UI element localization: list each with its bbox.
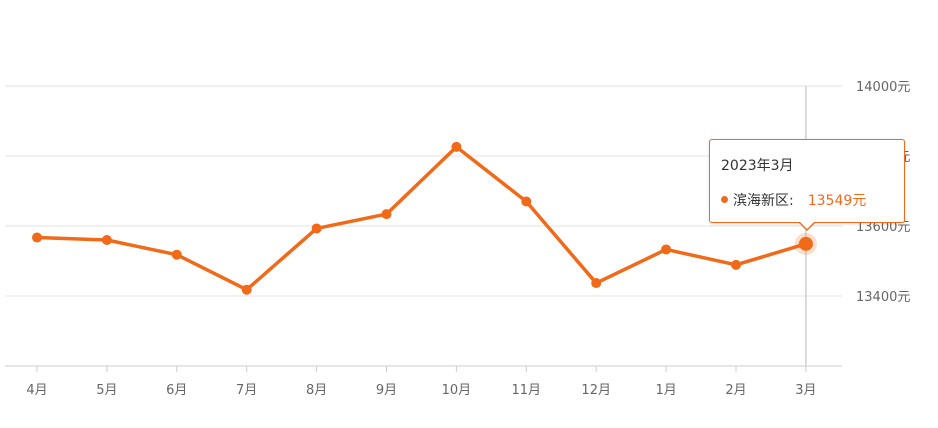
tooltip-series-label: 滨海新区: — [733, 193, 794, 209]
x-tick-label: 6月 — [166, 383, 187, 398]
data-point[interactable] — [32, 232, 42, 243]
x-tick-label: 9月 — [376, 383, 397, 398]
data-point-highlighted[interactable] — [798, 236, 813, 251]
tooltip-arrow-inner — [799, 221, 815, 229]
x-tick-label: 2月 — [725, 383, 746, 398]
y-tick-label: 13400元 — [856, 290, 910, 305]
data-point[interactable] — [591, 278, 602, 289]
x-tick-label: 12月 — [581, 383, 611, 398]
chart-tooltip: 2023年3月 滨海新区: 13549元 — [709, 139, 905, 231]
x-axis-ticks: 4月 5月 6月 7月 8月 9月 10月 11月 12月 1月 2月 3月 — [26, 383, 816, 398]
x-tick-label: 11月 — [512, 383, 542, 398]
data-point[interactable] — [171, 249, 182, 260]
y-tick-label: 14000元 — [856, 80, 910, 95]
x-tick-label: 7月 — [236, 383, 257, 398]
series-line — [32, 141, 817, 295]
x-axis — [5, 365, 842, 372]
x-tick-label: 4月 — [26, 383, 47, 398]
data-point[interactable] — [521, 196, 532, 207]
series-line-path — [36, 145, 807, 292]
x-tick-label: 1月 — [655, 383, 676, 398]
x-tick-label: 8月 — [306, 383, 327, 398]
tooltip-row: 滨海新区: 13549元 — [721, 190, 866, 210]
data-point[interactable] — [381, 209, 392, 220]
data-point[interactable] — [661, 244, 672, 255]
y-tick-label: 13600元 — [856, 220, 910, 235]
data-point[interactable] — [241, 284, 252, 295]
data-point[interactable] — [101, 235, 112, 245]
x-tick-label: 3月 — [795, 383, 816, 398]
x-tick-label: 5月 — [96, 383, 117, 398]
tooltip-value: 13549元 — [807, 193, 867, 209]
x-tick-label: 10月 — [442, 383, 472, 398]
data-point[interactable] — [311, 223, 322, 234]
y-axis-ticks: 14000元13800元13600元13400元 — [856, 80, 910, 305]
grid-lines — [5, 85, 842, 297]
data-point[interactable] — [731, 259, 741, 270]
series-marker-icon — [721, 196, 728, 203]
tooltip-title: 2023年3月 — [721, 158, 794, 174]
data-point[interactable] — [451, 141, 462, 152]
